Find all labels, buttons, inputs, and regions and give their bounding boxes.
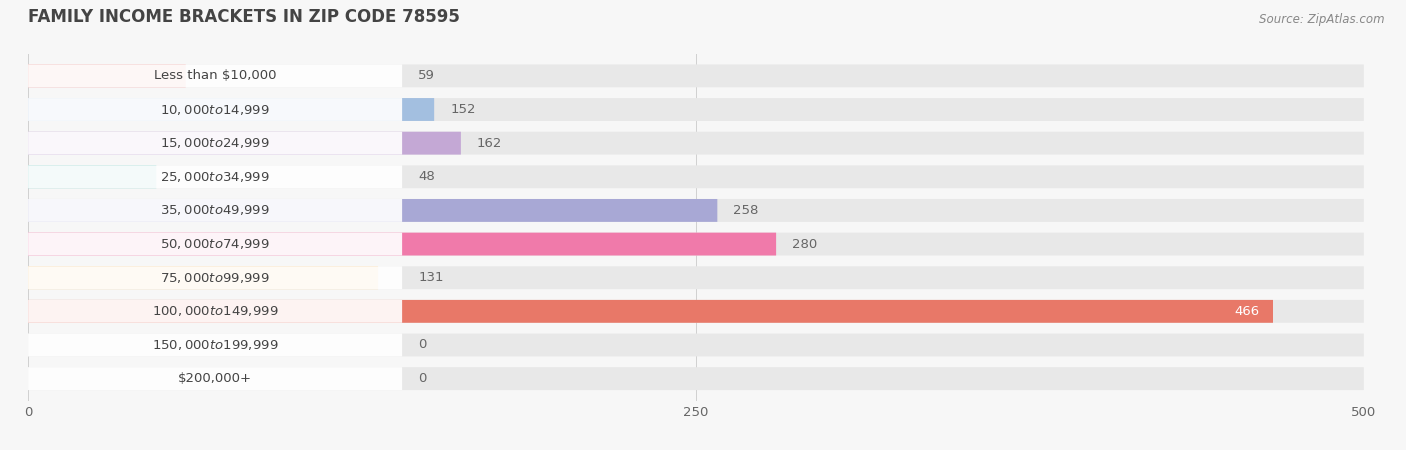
FancyBboxPatch shape (28, 98, 1364, 121)
Text: $75,000 to $99,999: $75,000 to $99,999 (160, 271, 270, 285)
FancyBboxPatch shape (28, 165, 156, 188)
FancyBboxPatch shape (28, 300, 402, 323)
FancyBboxPatch shape (28, 199, 402, 222)
FancyBboxPatch shape (28, 64, 402, 87)
Text: $35,000 to $49,999: $35,000 to $49,999 (160, 203, 270, 217)
FancyBboxPatch shape (28, 132, 1364, 155)
FancyBboxPatch shape (28, 64, 186, 87)
Text: Less than $10,000: Less than $10,000 (153, 69, 277, 82)
Text: $200,000+: $200,000+ (179, 372, 252, 385)
FancyBboxPatch shape (28, 233, 1364, 256)
Text: 152: 152 (450, 103, 475, 116)
FancyBboxPatch shape (28, 266, 1364, 289)
FancyBboxPatch shape (28, 98, 434, 121)
FancyBboxPatch shape (28, 266, 378, 289)
Text: 466: 466 (1234, 305, 1260, 318)
Text: 162: 162 (477, 137, 502, 150)
FancyBboxPatch shape (28, 333, 402, 356)
FancyBboxPatch shape (28, 233, 402, 256)
FancyBboxPatch shape (28, 165, 1364, 188)
FancyBboxPatch shape (28, 266, 402, 289)
FancyBboxPatch shape (28, 300, 1364, 323)
FancyBboxPatch shape (28, 165, 402, 188)
Text: 0: 0 (418, 372, 426, 385)
FancyBboxPatch shape (28, 199, 1364, 222)
FancyBboxPatch shape (28, 64, 1364, 87)
Text: $10,000 to $14,999: $10,000 to $14,999 (160, 103, 270, 117)
FancyBboxPatch shape (28, 367, 402, 390)
Text: $100,000 to $149,999: $100,000 to $149,999 (152, 304, 278, 318)
FancyBboxPatch shape (28, 132, 402, 155)
Text: 0: 0 (418, 338, 426, 351)
FancyBboxPatch shape (28, 132, 461, 155)
Text: 48: 48 (418, 170, 434, 183)
FancyBboxPatch shape (28, 333, 1364, 356)
FancyBboxPatch shape (28, 98, 402, 121)
Text: $25,000 to $34,999: $25,000 to $34,999 (160, 170, 270, 184)
Text: 131: 131 (418, 271, 444, 284)
Text: 59: 59 (418, 69, 434, 82)
Text: $50,000 to $74,999: $50,000 to $74,999 (160, 237, 270, 251)
Text: $150,000 to $199,999: $150,000 to $199,999 (152, 338, 278, 352)
FancyBboxPatch shape (28, 367, 1364, 390)
FancyBboxPatch shape (28, 300, 1272, 323)
Text: FAMILY INCOME BRACKETS IN ZIP CODE 78595: FAMILY INCOME BRACKETS IN ZIP CODE 78595 (28, 8, 460, 26)
FancyBboxPatch shape (28, 233, 776, 256)
Text: $15,000 to $24,999: $15,000 to $24,999 (160, 136, 270, 150)
FancyBboxPatch shape (28, 199, 717, 222)
Text: 280: 280 (792, 238, 817, 251)
Text: Source: ZipAtlas.com: Source: ZipAtlas.com (1260, 14, 1385, 27)
Text: 258: 258 (734, 204, 759, 217)
